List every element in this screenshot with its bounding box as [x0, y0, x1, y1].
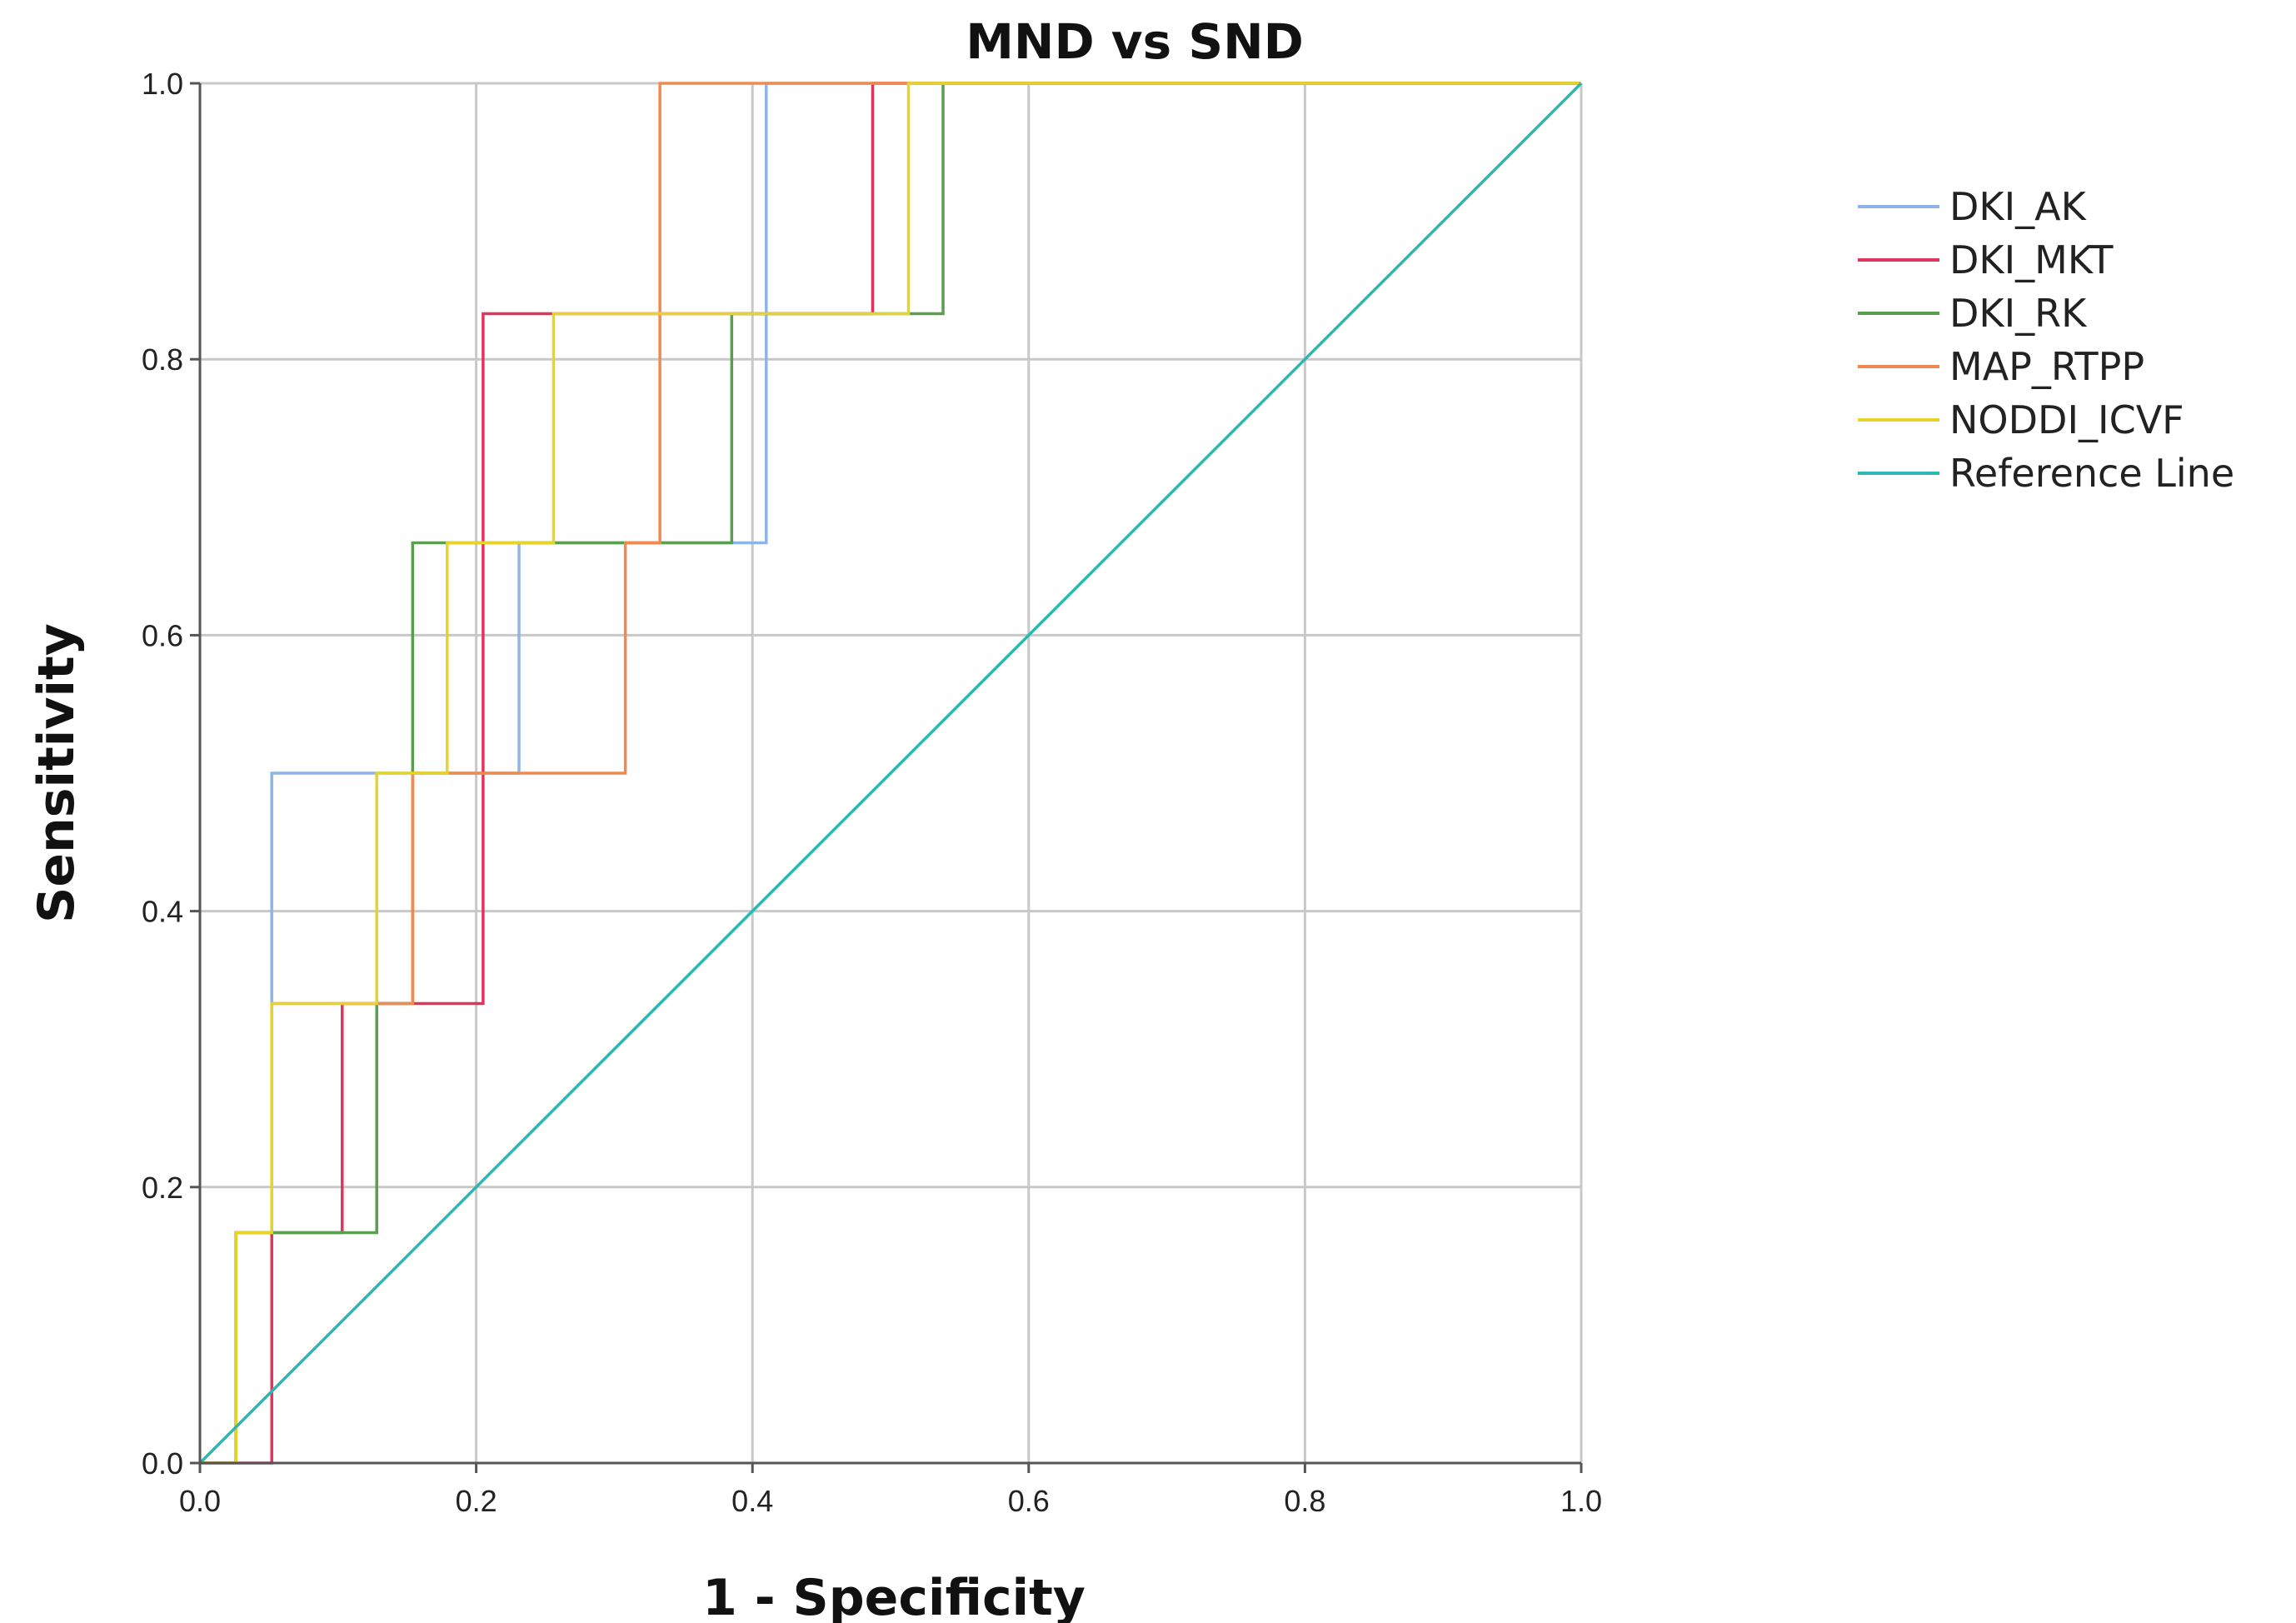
legend: DKI_AK DKI_MKT DKI_RK MAP_RTPP NODDI_ICVF Ref… [1858, 184, 2234, 496]
x-tick-label-5: 1.0 [1560, 1484, 1602, 1518]
series-line-noddi-icvf [200, 82, 1581, 1465]
grid [200, 82, 1583, 1463]
x-axis-title: 1 - Specificity [702, 1569, 1086, 1623]
y-tick-label-4: 0.8 [142, 342, 183, 377]
x-tick-label-0: 0.0 [179, 1484, 221, 1518]
y-tick-label-3: 0.6 [142, 618, 183, 652]
y-tick-label-5: 1.0 [142, 67, 183, 101]
series-layer [198, 82, 1583, 1465]
legend-label-dki-mkt: DKI_MKT [1949, 237, 2114, 282]
legend-label-dki-rk: DKI_RK [1949, 291, 2088, 336]
x-tick-label-4: 0.8 [1284, 1484, 1325, 1518]
x-tick-label-1: 0.2 [456, 1484, 497, 1518]
y-tick-label-1: 0.2 [142, 1171, 183, 1205]
axes [190, 82, 1583, 1473]
y-axis-title: Sensitivity [27, 623, 86, 923]
y-tick-label-0: 0.0 [142, 1446, 183, 1481]
tick-labels: 0.0 0.2 0.4 0.6 0.8 1.0 0.0 0.2 0.4 0.6 0.8 1.0 [142, 67, 1602, 1518]
legend-label-noddi-icvf: NODDI_ICVF [1949, 397, 2184, 442]
legend-label-dki-ak: DKI_AK [1949, 184, 2088, 229]
x-tick-label-2: 0.4 [731, 1484, 773, 1518]
legend-label-reference-line: Reference Line [1949, 451, 2234, 496]
series-line-reference-line [198, 82, 1583, 1465]
legend-label-map-rtpp: MAP_RTPP [1949, 344, 2144, 389]
chart-title: MND vs SND [966, 13, 1304, 70]
x-tick-label-3: 0.6 [1008, 1484, 1050, 1518]
y-tick-label-2: 0.4 [142, 895, 183, 929]
